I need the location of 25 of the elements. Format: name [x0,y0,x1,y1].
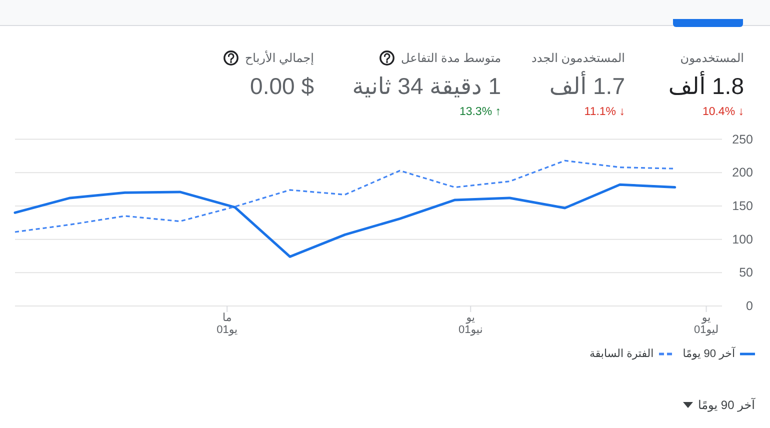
text: 1.8 ألف [668,73,744,99]
y-tick-label: 250 [732,132,754,146]
legend-label: آخر 90 يومًا [682,347,735,360]
text: آخر 90 يومًا [698,398,755,412]
x-tick-label: يو 01ليو [694,312,719,336]
text: ↑ 13.3% [458,105,501,120]
x-tick-label: يو 01نيو [458,312,483,336]
category-label: إجمالي الأرباح [244,51,314,65]
line-series [14,160,676,233]
legend-label: الفترة السابقة [589,347,654,360]
x-tick-label: ما 01يو [216,312,238,336]
text: 1 دقيقة 34 ثانية [352,73,501,99]
text: 1.7 ألف [549,73,625,99]
category-label: المستخدمون الجدد [532,51,625,65]
y-tick-label: 150 [732,198,754,213]
y-tick-label: 200 [732,166,754,180]
y-tick-label: 100 [732,232,754,246]
y-tick-label: 50 [739,266,754,280]
category-label: متوسط مدة التفاعل [401,51,501,65]
y-tick-label: 0 [746,299,754,313]
text: ↓ 11.1% [583,105,625,120]
text: ↓ 10.4% [701,105,744,120]
line-series [14,183,676,258]
text: $ 0.00 [250,73,314,99]
category-label: المستخدمون [680,51,744,65]
